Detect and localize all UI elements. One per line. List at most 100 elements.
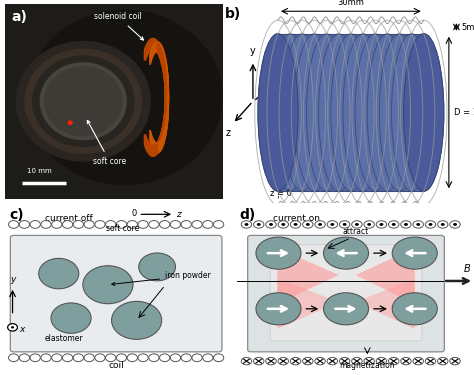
Circle shape xyxy=(149,354,159,362)
Text: D = 18mm: D = 18mm xyxy=(454,108,474,117)
Circle shape xyxy=(41,354,51,362)
Circle shape xyxy=(95,354,105,362)
Circle shape xyxy=(315,221,325,228)
Circle shape xyxy=(254,221,264,228)
Text: 0: 0 xyxy=(131,209,137,218)
Circle shape xyxy=(278,221,289,228)
Circle shape xyxy=(73,354,83,362)
Circle shape xyxy=(352,357,362,365)
FancyBboxPatch shape xyxy=(270,245,422,341)
Circle shape xyxy=(203,354,213,362)
Circle shape xyxy=(30,354,40,362)
Text: x: x xyxy=(283,78,289,88)
Ellipse shape xyxy=(319,34,359,191)
Circle shape xyxy=(266,357,276,365)
Circle shape xyxy=(127,354,137,362)
Circle shape xyxy=(453,223,457,226)
Circle shape xyxy=(401,221,411,228)
Circle shape xyxy=(281,223,285,226)
Circle shape xyxy=(392,237,437,269)
Circle shape xyxy=(127,220,137,228)
Circle shape xyxy=(67,120,73,125)
Circle shape xyxy=(9,220,19,228)
Circle shape xyxy=(355,223,359,226)
Text: current on: current on xyxy=(273,214,319,223)
Circle shape xyxy=(181,354,191,362)
Circle shape xyxy=(192,354,202,362)
Ellipse shape xyxy=(367,34,408,191)
Circle shape xyxy=(254,357,264,365)
Circle shape xyxy=(256,293,301,325)
Circle shape xyxy=(291,357,301,365)
Circle shape xyxy=(213,220,224,228)
Circle shape xyxy=(257,223,261,226)
Ellipse shape xyxy=(294,34,335,191)
Circle shape xyxy=(364,357,374,365)
Text: 30mm: 30mm xyxy=(337,0,365,7)
Circle shape xyxy=(367,223,371,226)
Text: y: y xyxy=(10,274,15,284)
Circle shape xyxy=(278,357,289,365)
Text: current off: current off xyxy=(45,214,92,223)
Circle shape xyxy=(106,354,116,362)
Circle shape xyxy=(170,354,181,362)
Circle shape xyxy=(52,354,62,362)
Circle shape xyxy=(293,223,298,226)
Circle shape xyxy=(389,221,399,228)
Circle shape xyxy=(339,221,350,228)
Circle shape xyxy=(192,220,202,228)
Circle shape xyxy=(327,221,337,228)
Bar xyxy=(278,34,424,191)
Circle shape xyxy=(139,253,175,281)
Circle shape xyxy=(364,221,374,228)
Circle shape xyxy=(438,221,448,228)
Circle shape xyxy=(266,221,276,228)
Circle shape xyxy=(269,223,273,226)
Circle shape xyxy=(302,357,313,365)
Circle shape xyxy=(323,237,368,269)
Ellipse shape xyxy=(404,34,444,191)
Circle shape xyxy=(245,223,248,226)
Ellipse shape xyxy=(404,34,444,191)
Circle shape xyxy=(323,293,368,325)
Ellipse shape xyxy=(355,34,395,191)
Circle shape xyxy=(52,220,62,228)
Circle shape xyxy=(73,220,83,228)
Text: y: y xyxy=(250,46,256,56)
Ellipse shape xyxy=(282,34,322,191)
Ellipse shape xyxy=(379,34,419,191)
Text: soft core: soft core xyxy=(87,120,126,166)
Circle shape xyxy=(117,354,127,362)
FancyBboxPatch shape xyxy=(10,236,222,352)
Circle shape xyxy=(256,237,301,269)
Circle shape xyxy=(241,357,252,365)
Ellipse shape xyxy=(258,34,298,191)
Circle shape xyxy=(84,220,94,228)
Circle shape xyxy=(392,293,437,325)
Text: B: B xyxy=(464,264,470,274)
Text: attract: attract xyxy=(342,227,369,236)
Circle shape xyxy=(413,221,423,228)
Circle shape xyxy=(84,354,94,362)
FancyBboxPatch shape xyxy=(247,236,444,352)
Circle shape xyxy=(30,220,40,228)
Circle shape xyxy=(160,220,170,228)
Text: z = 0: z = 0 xyxy=(270,189,292,198)
Circle shape xyxy=(19,354,29,362)
Text: L = 40mm: L = 40mm xyxy=(329,214,373,223)
Text: b): b) xyxy=(225,7,242,21)
Circle shape xyxy=(306,223,310,226)
Circle shape xyxy=(380,223,383,226)
Circle shape xyxy=(106,220,116,228)
Circle shape xyxy=(117,220,127,228)
Circle shape xyxy=(425,357,436,365)
Circle shape xyxy=(330,223,334,226)
Text: a): a) xyxy=(11,10,27,24)
Circle shape xyxy=(44,66,122,136)
Ellipse shape xyxy=(307,34,346,191)
Circle shape xyxy=(181,220,191,228)
Circle shape xyxy=(63,220,73,228)
Circle shape xyxy=(203,220,213,228)
Circle shape xyxy=(63,354,73,362)
Circle shape xyxy=(327,357,337,365)
